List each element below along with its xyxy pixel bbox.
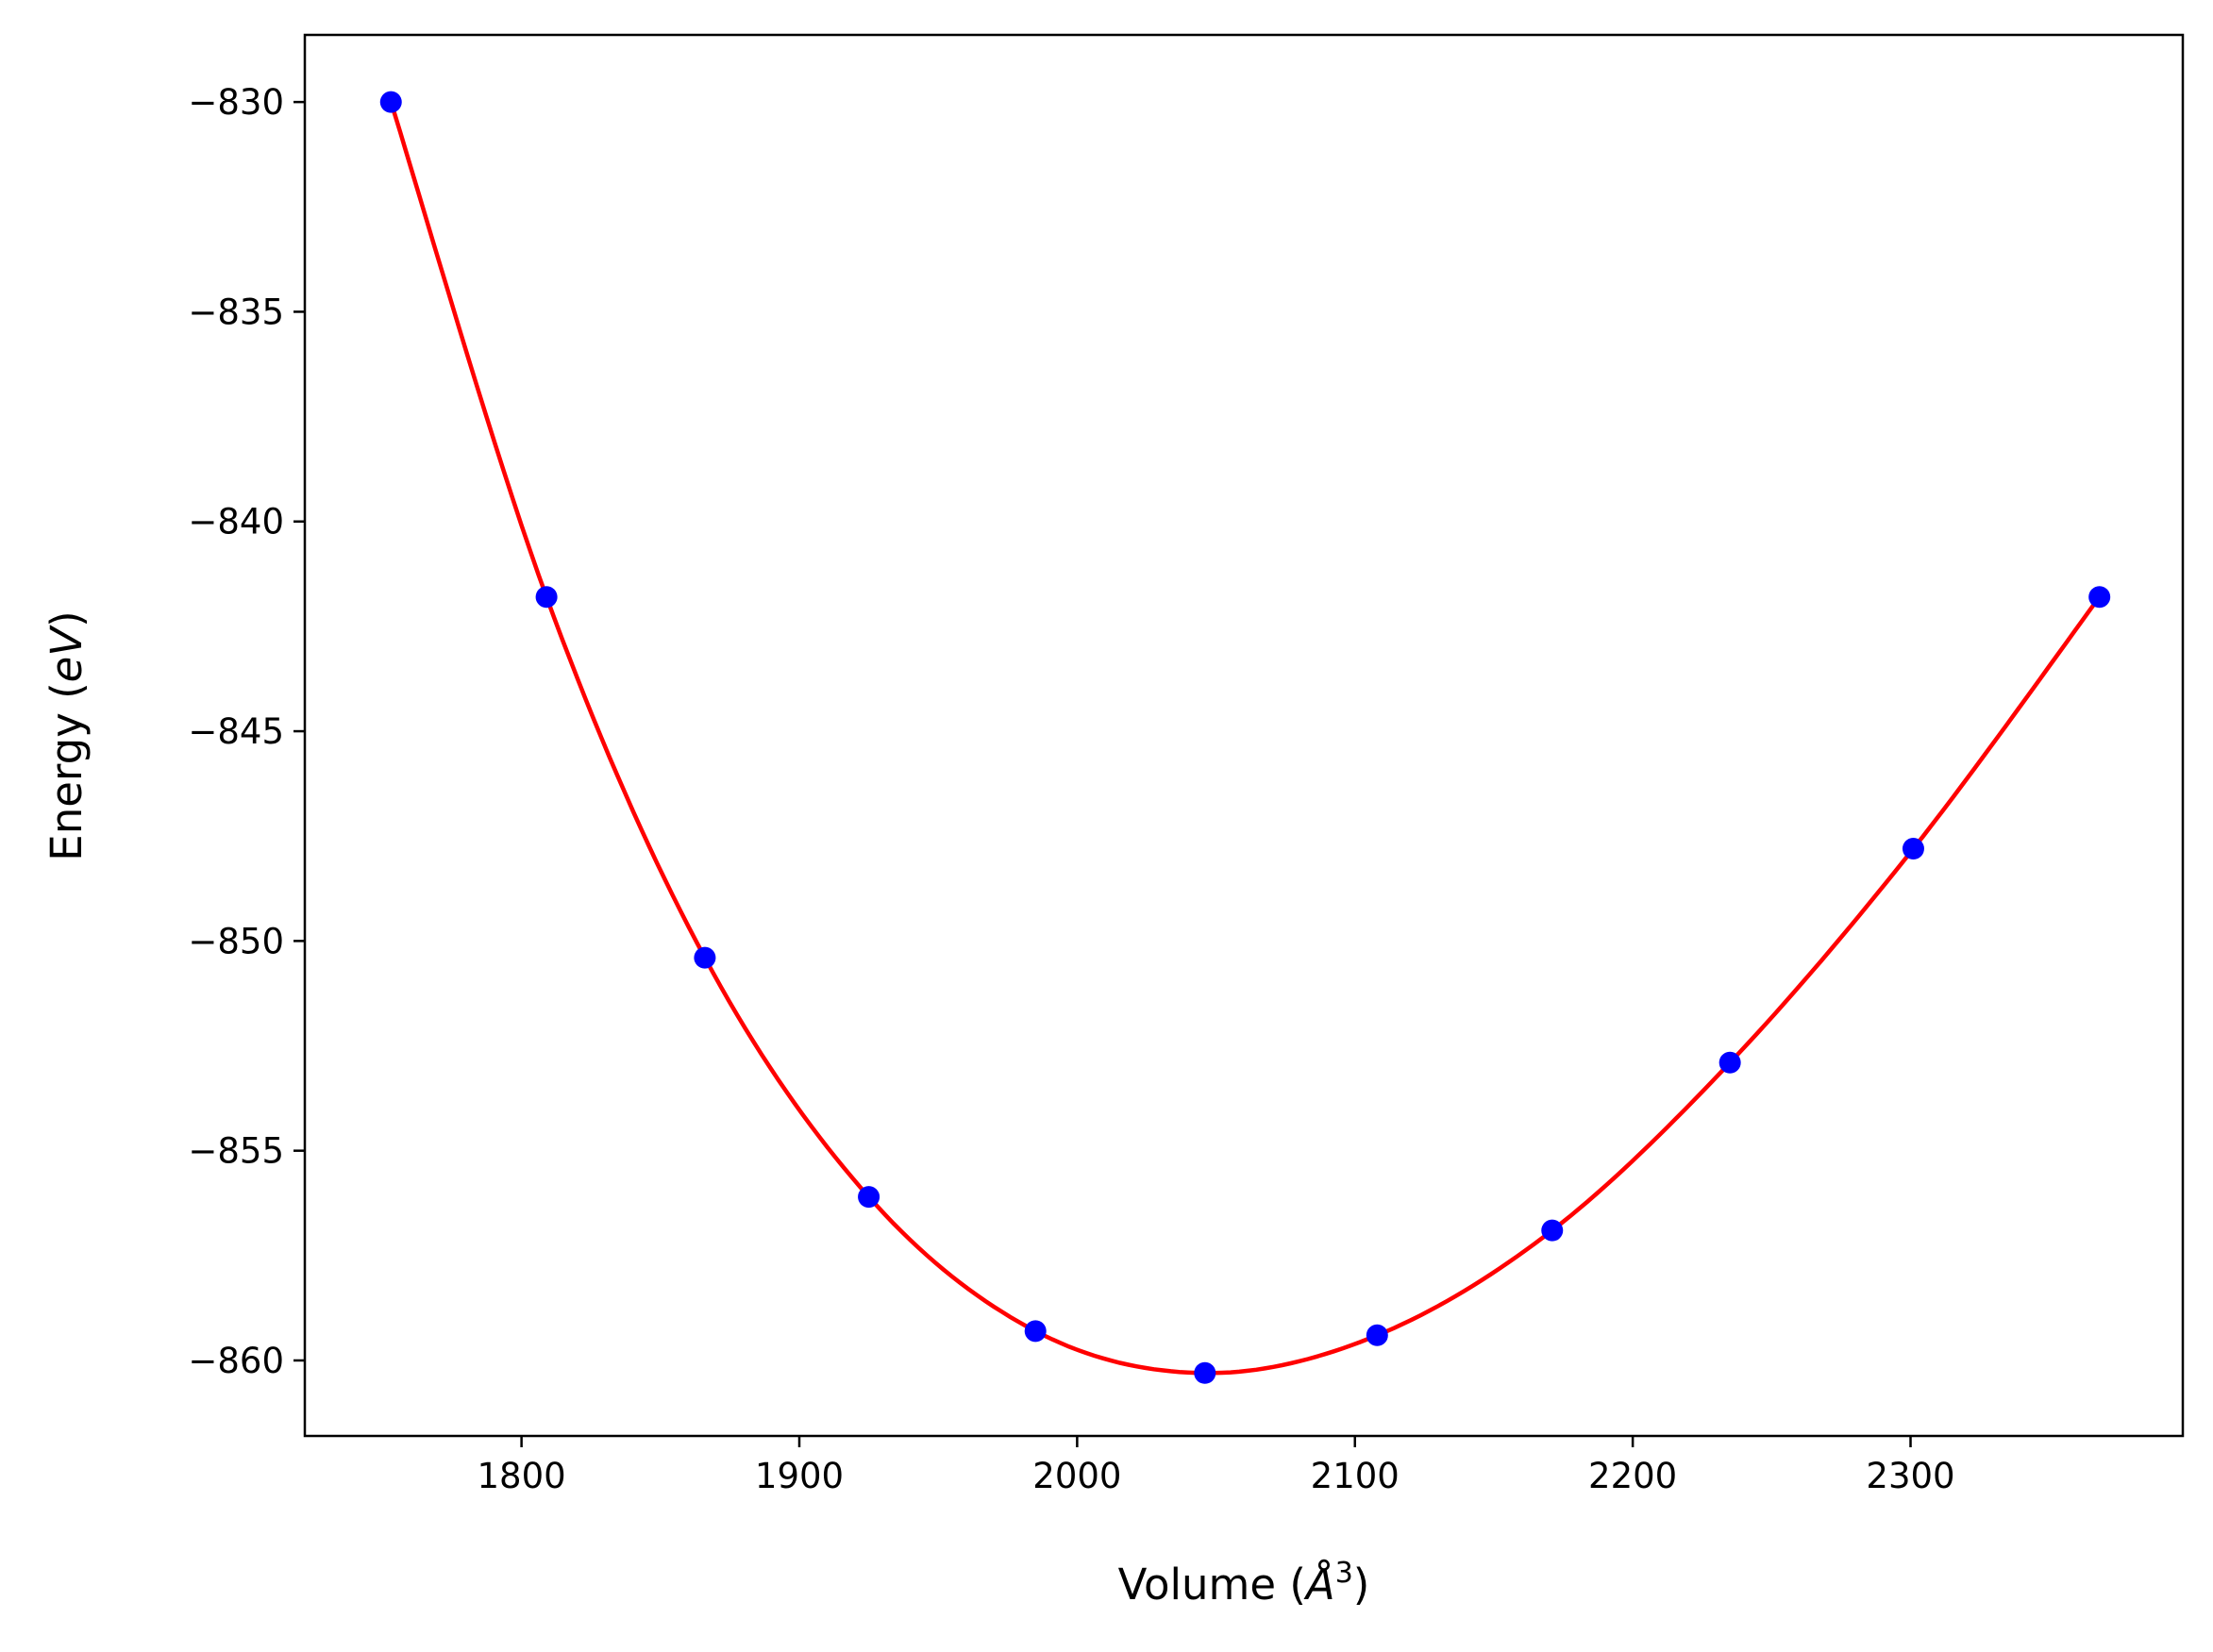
data-point: [2088, 586, 2111, 609]
data-point: [1718, 1051, 1741, 1074]
ticks-layer: 1800 1900 2000 2100 2200 2300 −830 −835 −840 −845…: [188, 82, 1954, 1496]
data-point: [1541, 1219, 1564, 1242]
data-point: [858, 1186, 880, 1209]
x-tick-label: 1800: [478, 1456, 566, 1496]
x-tick-label: 2200: [1588, 1456, 1677, 1496]
x-tick-label: 1900: [755, 1456, 844, 1496]
y-tick-label: −830: [188, 82, 284, 123]
y-tick-label: −840: [188, 502, 284, 542]
y-tick-label: −860: [188, 1341, 284, 1381]
x-tick-label: 2000: [1032, 1456, 1121, 1496]
y-tick-label: −850: [188, 921, 284, 961]
data-point: [379, 91, 402, 113]
y-tick-label: −835: [188, 292, 284, 332]
data-point: [1024, 1320, 1047, 1343]
plot-frame: [303, 33, 2185, 1438]
data-point: [1902, 838, 1924, 860]
y-axis-label: Energy (eV): [42, 610, 92, 860]
data-point: [694, 946, 716, 969]
data-point: [535, 586, 558, 609]
data-point: [1366, 1324, 1388, 1346]
x-tick-label: 2300: [1866, 1456, 1954, 1496]
data-points-layer: [379, 91, 2111, 1384]
y-tick-label: −855: [188, 1131, 284, 1172]
x-axis-label: Volume (Å3): [1118, 1557, 1370, 1610]
data-point: [1194, 1361, 1216, 1384]
x-tick-label: 2100: [1311, 1456, 1400, 1496]
y-tick-label: −845: [188, 711, 284, 752]
